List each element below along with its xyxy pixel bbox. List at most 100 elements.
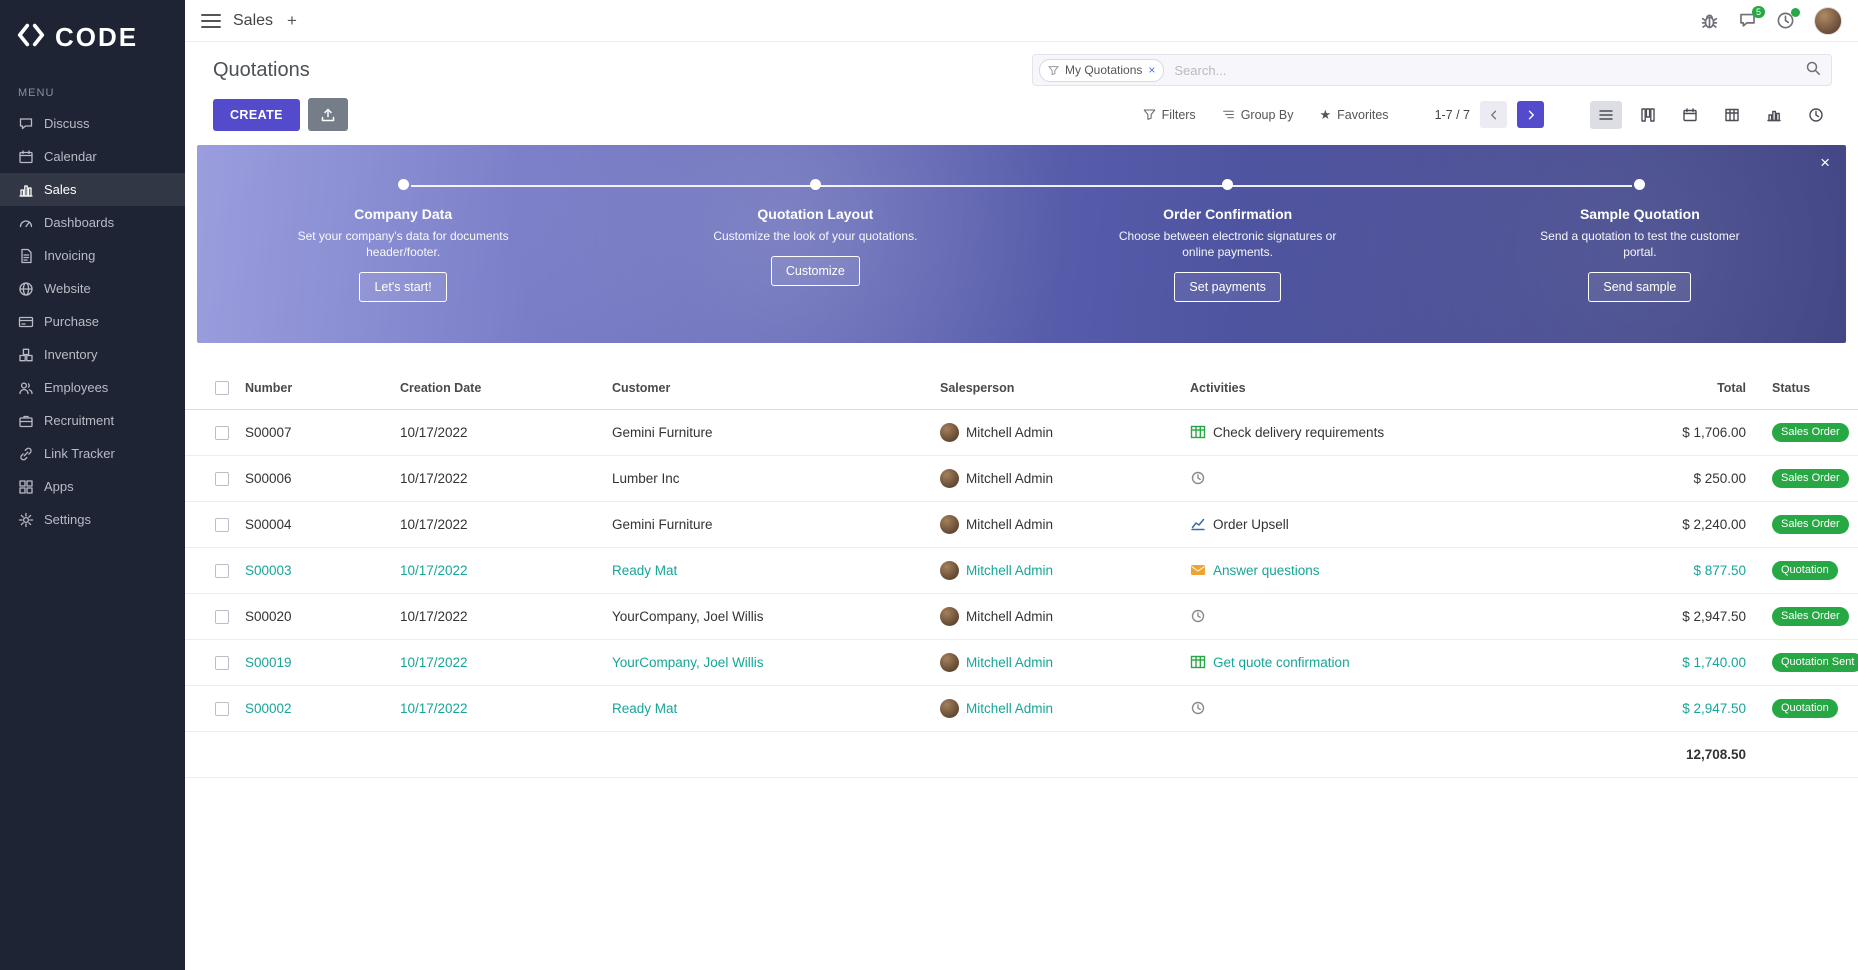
calendar-view-button[interactable] — [1674, 101, 1706, 129]
main-area: Sales + 5 Quotations — [185, 0, 1858, 970]
add-tab-button[interactable]: + — [287, 10, 297, 30]
row-checkbox[interactable] — [215, 563, 229, 578]
cell-creation-date: 10/17/2022 — [396, 547, 608, 594]
row-checkbox[interactable] — [215, 655, 229, 670]
banner-step-quotation-layout: Quotation Layout Customize the look of y… — [609, 179, 1021, 343]
sidebar-item-settings[interactable]: Settings — [0, 503, 185, 536]
sidebar-item-sales[interactable]: Sales — [0, 173, 185, 206]
graph-view-button[interactable] — [1758, 101, 1790, 129]
search-filter-chip[interactable]: My Quotations × — [1039, 58, 1165, 82]
user-avatar[interactable] — [1814, 6, 1842, 35]
sidebar-item-link-tracker[interactable]: Link Tracker — [0, 437, 185, 470]
bug-icon[interactable] — [1700, 11, 1720, 31]
table-footer-row: 12,708.50 — [185, 730, 1858, 778]
row-checkbox[interactable] — [215, 425, 229, 440]
row-checkbox[interactable] — [215, 517, 229, 532]
set-payments-button[interactable]: Set payments — [1174, 272, 1281, 303]
cell-number: S00003 — [241, 547, 396, 594]
chip-remove-icon[interactable]: × — [1148, 63, 1156, 77]
stepper-line — [411, 185, 1632, 187]
cell-customer: YourCompany, Joel Willis — [608, 639, 936, 686]
cell-activities[interactable] — [1186, 593, 1616, 640]
calendar-icon — [18, 149, 34, 165]
header-customer[interactable]: Customer — [608, 367, 936, 410]
activity-view-button[interactable] — [1800, 101, 1832, 129]
list-view-button[interactable] — [1590, 100, 1622, 129]
messages-icon[interactable]: 5 — [1738, 5, 1765, 31]
header-status[interactable]: Status — [1750, 367, 1858, 410]
sidebar-item-employees[interactable]: Employees — [0, 371, 185, 404]
export-button[interactable] — [307, 98, 348, 131]
sidebar-item-invoicing[interactable]: Invoicing — [0, 239, 185, 272]
header-salesperson[interactable]: Salesperson — [936, 367, 1186, 410]
header-activities[interactable]: Activities — [1186, 367, 1616, 410]
send-sample-button[interactable]: Send sample — [1588, 272, 1692, 303]
row-checkbox[interactable] — [215, 701, 229, 716]
table-row[interactable]: S00004 10/17/2022 Gemini Furniture Mitch… — [185, 501, 1858, 548]
cell-activities[interactable] — [1186, 685, 1616, 732]
table-row[interactable]: S00002 10/17/2022 Ready Mat Mitchell Adm… — [185, 685, 1858, 732]
filters-button[interactable]: Filters — [1143, 108, 1196, 122]
current-app-name[interactable]: Sales — [233, 11, 274, 29]
sidebar-item-purchase[interactable]: Purchase — [0, 305, 185, 338]
cell-activities[interactable]: Answer questions — [1186, 547, 1616, 594]
row-checkbox[interactable] — [215, 471, 229, 486]
table-row[interactable]: S00003 10/17/2022 Ready Mat Mitchell Adm… — [185, 547, 1858, 594]
brand-name: CODE — [55, 22, 139, 52]
cell-customer: Gemini Furniture — [608, 409, 936, 456]
header-creation-date[interactable]: Creation Date — [396, 367, 608, 410]
sidebar-item-dashboards[interactable]: Dashboards — [0, 206, 185, 239]
table-row[interactable]: S00007 10/17/2022 Gemini Furniture Mitch… — [185, 409, 1858, 456]
export-icon — [321, 108, 335, 121]
sidebar-item-recruitment[interactable]: Recruitment — [0, 404, 185, 437]
cell-salesperson: Mitchell Admin — [936, 501, 1186, 548]
cell-activities[interactable]: Check delivery requirements — [1186, 409, 1616, 456]
cell-activities[interactable]: Get quote confirmation — [1186, 639, 1616, 686]
table-row[interactable]: S00019 10/17/2022 YourCompany, Joel Will… — [185, 639, 1858, 686]
kanban-view-button[interactable] — [1632, 101, 1664, 129]
status-badge: Quotation — [1772, 698, 1838, 718]
purchase-icon — [18, 314, 34, 330]
list-view-icon — [1599, 109, 1613, 120]
favorites-button[interactable]: ★ Favorites — [1319, 106, 1389, 122]
create-button[interactable]: CREATE — [213, 98, 300, 131]
banner-close-icon[interactable]: × — [1820, 153, 1830, 172]
step-dot — [1634, 179, 1646, 190]
menu-label: MENU — [18, 87, 55, 99]
banner-step-company-data: Company Data Set your company's data for… — [197, 179, 609, 343]
header-number[interactable]: Number — [241, 367, 396, 410]
header-total[interactable]: Total — [1616, 367, 1750, 410]
cell-activities[interactable] — [1186, 455, 1616, 502]
search-icon[interactable] — [1805, 60, 1821, 81]
customize-button[interactable]: Customize — [770, 256, 860, 287]
status-badge: Sales Order — [1772, 514, 1849, 534]
search-bar[interactable]: My Quotations × — [1032, 54, 1832, 86]
sidebar-item-inventory[interactable]: Inventory — [0, 338, 185, 371]
pager-next-button[interactable] — [1517, 101, 1544, 128]
sidebar-item-website[interactable]: Website — [0, 272, 185, 305]
pager-prev-button[interactable] — [1480, 101, 1507, 128]
clock-icon — [1191, 609, 1205, 623]
group-by-button[interactable]: Group By — [1222, 108, 1294, 122]
row-checkbox[interactable] — [215, 609, 229, 624]
menu-toggle-icon[interactable] — [201, 13, 221, 28]
search-input[interactable] — [1164, 62, 1805, 78]
table-row[interactable]: S00020 10/17/2022 YourCompany, Joel Will… — [185, 593, 1858, 640]
link-tracker-icon — [18, 446, 34, 462]
sidebar-item-apps[interactable]: Apps — [0, 470, 185, 503]
sidebar-item-label: Employees — [44, 380, 109, 395]
sidebar-item-label: Dashboards — [44, 215, 115, 230]
pivot-view-button[interactable] — [1716, 101, 1748, 129]
status-badge: Quotation Sent — [1772, 652, 1858, 672]
select-all-checkbox[interactable] — [215, 381, 229, 396]
sidebar-item-discuss[interactable]: Discuss — [0, 107, 185, 140]
step-description: Customize the look of your quotations. — [713, 229, 918, 243]
cell-number: S00004 — [241, 501, 396, 548]
table-row[interactable]: S00006 10/17/2022 Lumber Inc Mitchell Ad… — [185, 455, 1858, 502]
cell-activities[interactable]: Order Upsell — [1186, 501, 1616, 548]
activities-clock-icon[interactable] — [1776, 7, 1800, 31]
sidebar-item-calendar[interactable]: Calendar — [0, 140, 185, 173]
cell-salesperson: Mitchell Admin — [936, 409, 1186, 456]
brand-logo[interactable]: CODE — [0, 0, 185, 73]
lets-start-button[interactable]: Let's start! — [359, 272, 447, 303]
